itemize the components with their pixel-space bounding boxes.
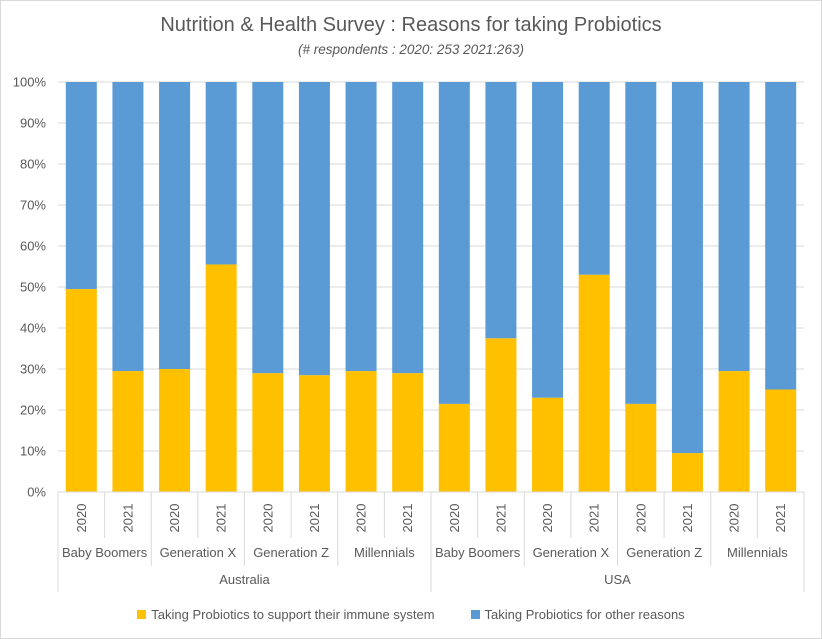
x-tick-label-year: 2020 bbox=[354, 504, 369, 533]
bar-other-reasons bbox=[159, 82, 191, 369]
bar-immune-system bbox=[718, 371, 750, 492]
bar-immune-system bbox=[578, 274, 610, 492]
bar-other-reasons bbox=[625, 82, 657, 404]
legend-item-other: Taking Probiotics for other reasons bbox=[470, 606, 685, 622]
bar-immune-system bbox=[298, 375, 330, 492]
y-tick-label: 80% bbox=[20, 157, 46, 172]
bar-immune-system bbox=[345, 371, 377, 492]
bar-other-reasons bbox=[205, 82, 237, 265]
x-tick-label-year: 2021 bbox=[773, 504, 788, 533]
y-tick-label: 30% bbox=[20, 362, 46, 377]
x-tick-label-country: USA bbox=[604, 572, 631, 587]
bar-immune-system bbox=[625, 403, 657, 492]
bar-immune-system bbox=[112, 371, 144, 492]
bar-other-reasons bbox=[252, 82, 284, 374]
bar-other-reasons bbox=[65, 82, 97, 290]
x-tick-label-year: 2021 bbox=[587, 504, 602, 533]
x-tick-label-generation: Generation X bbox=[160, 545, 237, 560]
legend-swatch-other bbox=[470, 609, 480, 619]
bar-other-reasons bbox=[438, 82, 470, 404]
x-tick-label-generation: Millennials bbox=[727, 545, 788, 560]
y-tick-label: 20% bbox=[20, 403, 46, 418]
legend-swatch-immune bbox=[137, 609, 147, 619]
x-tick-label-year: 2020 bbox=[74, 504, 89, 533]
bar-other-reasons bbox=[485, 82, 517, 339]
bar-other-reasons bbox=[718, 82, 750, 372]
legend-label-immune: Taking Probiotics to support their immun… bbox=[151, 606, 435, 622]
bar-immune-system bbox=[159, 369, 191, 492]
x-tick-label-year: 2021 bbox=[214, 504, 229, 533]
x-tick-label-generation: Baby Boomers bbox=[435, 545, 521, 560]
x-tick-label-year: 2020 bbox=[633, 504, 648, 533]
y-tick-label: 0% bbox=[27, 485, 46, 500]
bar-other-reasons bbox=[765, 82, 797, 390]
bar-immune-system bbox=[205, 264, 237, 492]
x-tick-label-generation: Generation X bbox=[533, 545, 610, 560]
x-tick-label-year: 2020 bbox=[447, 504, 462, 533]
chart-subtitle: (# respondents : 2020: 253 2021:263) bbox=[298, 42, 524, 57]
x-tick-label-year: 2021 bbox=[493, 504, 508, 533]
x-tick-label-year: 2021 bbox=[120, 504, 135, 533]
x-tick-label-country: Australia bbox=[219, 572, 270, 587]
bar-immune-system bbox=[765, 389, 797, 492]
y-tick-label: 100% bbox=[13, 75, 47, 90]
y-tick-label: 60% bbox=[20, 239, 46, 254]
legend-label-other: Taking Probiotics for other reasons bbox=[484, 606, 685, 622]
bar-immune-system bbox=[438, 403, 470, 492]
x-tick-label-year: 2021 bbox=[307, 504, 322, 533]
bar-other-reasons bbox=[671, 82, 703, 454]
y-tick-label: 90% bbox=[20, 116, 46, 131]
x-tick-label-generation: Baby Boomers bbox=[62, 545, 148, 560]
bar-other-reasons bbox=[345, 82, 377, 372]
y-tick-label: 40% bbox=[20, 321, 46, 336]
bar-immune-system bbox=[671, 453, 703, 492]
bar-immune-system bbox=[485, 338, 517, 492]
legend: Taking Probiotics to support their immun… bbox=[0, 604, 822, 624]
bar-immune-system bbox=[252, 373, 284, 492]
bar-other-reasons bbox=[298, 82, 330, 376]
chart-title: Nutrition & Health Survey : Reasons for … bbox=[160, 14, 662, 36]
bar-other-reasons bbox=[578, 82, 610, 275]
bar-immune-system bbox=[532, 397, 564, 492]
bar-other-reasons bbox=[532, 82, 564, 398]
x-tick-label-year: 2020 bbox=[727, 504, 742, 533]
y-tick-label: 70% bbox=[20, 198, 46, 213]
x-tick-label-year: 2020 bbox=[167, 504, 182, 533]
x-tick-label-generation: Generation Z bbox=[253, 545, 329, 560]
x-tick-label-year: 2021 bbox=[400, 504, 415, 533]
bar-immune-system bbox=[392, 373, 424, 492]
bar-other-reasons bbox=[112, 82, 144, 372]
x-tick-label-year: 2020 bbox=[540, 504, 555, 533]
x-tick-label-generation: Generation Z bbox=[626, 545, 702, 560]
y-tick-label: 50% bbox=[20, 280, 46, 295]
x-tick-label-year: 2020 bbox=[260, 504, 275, 533]
legend-item-immune: Taking Probiotics to support their immun… bbox=[137, 606, 435, 622]
plot-area: 0% 10% 20% 30% 40% 50% 60% 70% 80% 90% 100% 2020 202… bbox=[13, 75, 805, 592]
x-tick-label-generation: Millennials bbox=[354, 545, 415, 560]
bar-other-reasons bbox=[392, 82, 424, 374]
bar-immune-system bbox=[65, 289, 97, 492]
y-tick-label: 10% bbox=[20, 444, 46, 459]
x-tick-label-year: 2021 bbox=[680, 504, 695, 533]
